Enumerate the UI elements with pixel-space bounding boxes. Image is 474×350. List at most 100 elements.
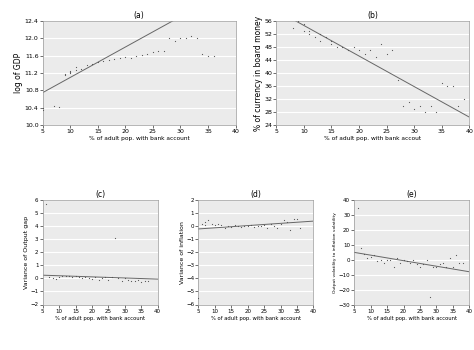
Point [177,35,184,40]
Point [218,223,225,228]
Point [128,278,135,284]
Point [91,274,99,280]
Point [42,201,50,207]
Point [95,277,102,282]
Point [328,41,335,47]
Point [366,48,374,53]
Point [416,103,423,108]
Point [317,31,324,37]
Point [377,257,384,262]
Point [429,265,437,270]
Point [289,25,297,30]
Point [416,265,424,270]
Point [89,61,96,66]
Point [118,278,125,284]
Y-axis label: % of currency in board money: % of currency in board money [254,15,263,131]
Point [257,224,264,229]
Point [82,275,89,280]
Point [121,275,128,281]
Point [419,261,427,267]
Point [204,53,212,58]
Point [339,44,346,50]
Point [75,274,82,280]
Point [131,278,138,284]
Point [55,104,63,110]
Point [399,103,407,108]
Point [100,58,107,64]
Point [254,224,261,229]
Point [357,245,365,251]
Point [372,54,379,60]
Point [98,275,106,281]
Point [237,224,245,230]
Point [66,68,74,74]
Point [364,256,371,261]
Point [396,260,404,266]
Point [101,275,109,280]
Point [413,261,420,267]
Point [264,225,271,230]
Point [436,261,444,267]
Point [141,278,148,284]
Point [300,21,308,27]
Point [456,260,463,266]
Point [204,217,212,223]
Point [410,257,417,262]
Point [333,44,341,50]
Point [267,222,274,227]
Point [193,35,201,40]
Point [224,223,232,229]
Point [110,56,118,62]
Point [72,67,80,72]
Point [405,100,412,105]
Point [83,63,91,68]
Point [228,225,235,230]
Point [114,275,122,281]
X-axis label: % of adult pop. with bank account: % of adult pop. with bank account [55,316,145,321]
Point [380,260,388,266]
Point [201,219,209,225]
Point [449,265,456,270]
Point [446,256,453,261]
Y-axis label: Variance of Output gap: Variance of Output gap [24,216,29,289]
Point [108,274,116,280]
Point [283,219,291,225]
Point [406,260,414,266]
Point [144,278,152,284]
X-axis label: % of adult pop. with bank account: % of adult pop. with bank account [367,316,457,321]
Point [452,253,460,258]
Point [354,205,361,210]
Point [66,69,74,75]
Point [211,222,219,228]
Point [182,36,190,41]
Point [290,216,298,221]
Title: (d): (d) [251,190,261,199]
Point [370,253,378,258]
Point [287,228,294,233]
Point [149,49,157,55]
Point [295,18,302,24]
Point [439,260,447,266]
Point [306,28,313,34]
Point [300,28,308,34]
Point [403,259,410,264]
Point [280,217,288,223]
Point [59,274,66,279]
Point [311,35,319,40]
Point [443,83,451,89]
Point [328,38,335,43]
Point [105,277,112,283]
Point [360,251,368,257]
Point [121,54,129,60]
Point [124,278,132,283]
Point [160,48,168,53]
Point [387,257,394,262]
Point [244,223,252,229]
Point [72,274,79,279]
Point [134,278,142,283]
Point [234,224,242,229]
Point [393,256,401,261]
Point [438,80,446,86]
Point [214,222,222,227]
Point [297,225,304,230]
